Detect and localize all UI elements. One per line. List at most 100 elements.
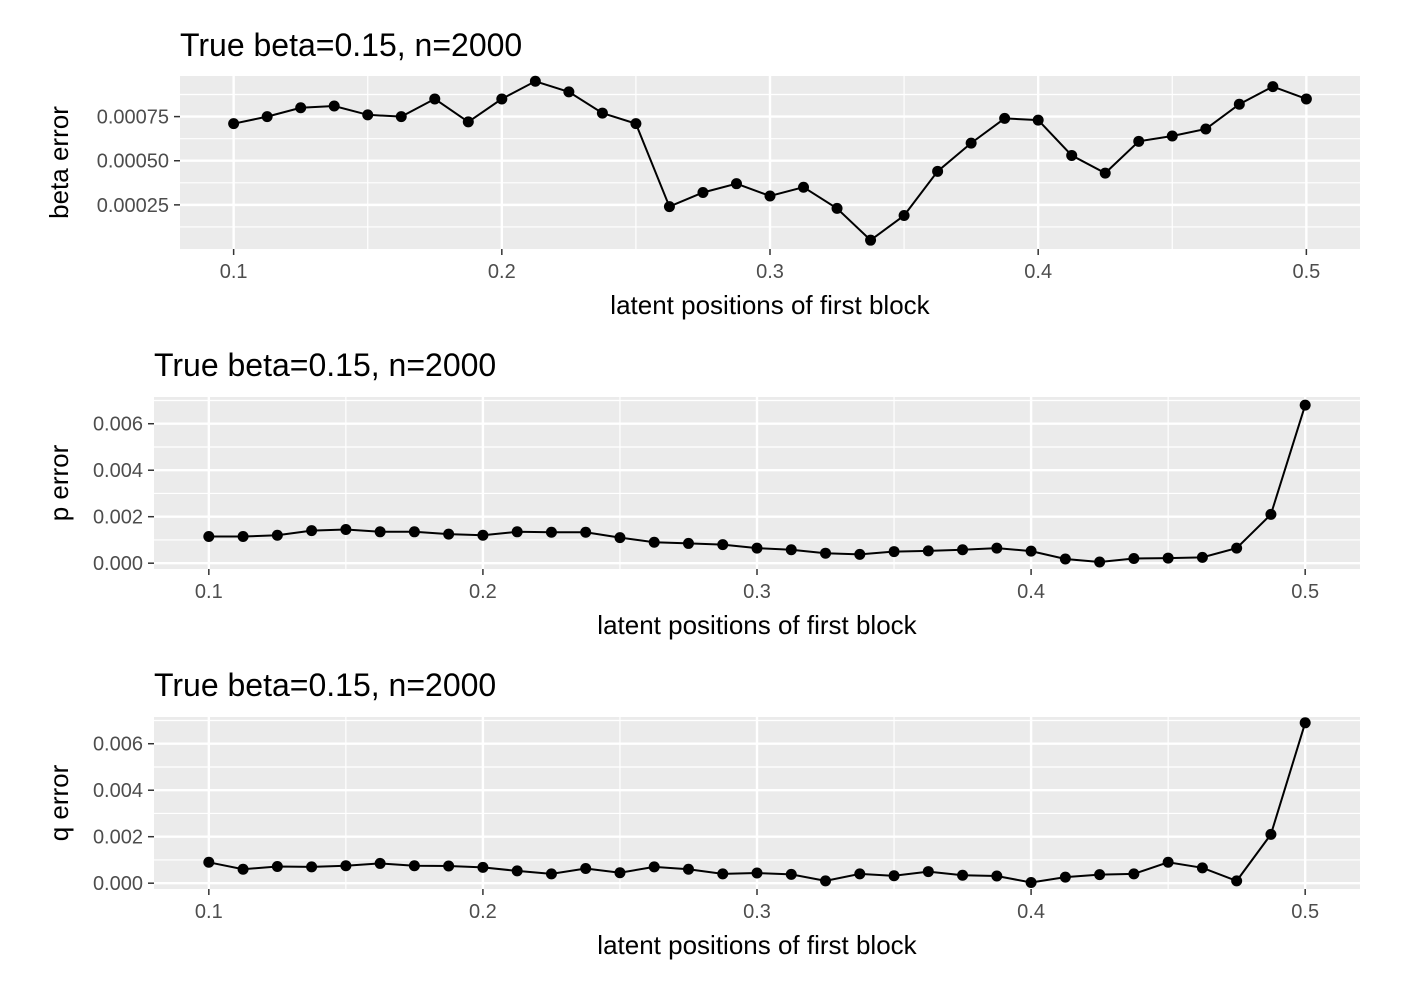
- data-point: [1025, 545, 1037, 557]
- data-point: [730, 178, 742, 190]
- data-point: [429, 93, 441, 105]
- x-tick-label: 0.1: [195, 581, 223, 603]
- data-point: [831, 202, 843, 214]
- data-point: [697, 187, 709, 199]
- data-point: [477, 861, 489, 873]
- chart-panel-2: 0.1 0.2 0.3 0.4 0.5 0.000 0.002 0.004 0.006 True …: [44, 347, 1360, 640]
- y-tick-label: 0.00050: [97, 151, 169, 173]
- data-point: [408, 860, 420, 872]
- data-point: [1300, 93, 1312, 105]
- data-point: [340, 860, 352, 872]
- data-point: [1099, 167, 1111, 179]
- data-point: [362, 109, 374, 121]
- data-point: [1265, 828, 1277, 840]
- data-point: [228, 118, 240, 130]
- data-point: [785, 544, 797, 556]
- y-tick-label: 0.000: [93, 873, 143, 895]
- y-tick-label: 0.006: [93, 414, 143, 436]
- y-tick-label: 0.002: [93, 827, 143, 849]
- data-point: [203, 530, 215, 542]
- data-point: [854, 548, 866, 560]
- x-axis-title: latent positions of first block: [597, 930, 917, 960]
- data-point: [965, 137, 977, 149]
- data-point: [545, 526, 557, 538]
- data-point: [1196, 862, 1208, 874]
- data-point: [999, 112, 1011, 124]
- y-tick-label: 0.000: [93, 553, 143, 575]
- data-point: [1032, 114, 1044, 126]
- data-point: [1267, 81, 1279, 93]
- data-point: [203, 856, 215, 868]
- data-point: [1166, 130, 1178, 142]
- y-tick-label: 0.00025: [97, 195, 169, 217]
- data-point: [545, 868, 557, 880]
- x-tick-label: 0.5: [1291, 901, 1319, 923]
- x-tick-label: 0.4: [1017, 581, 1045, 603]
- data-point: [1162, 552, 1174, 564]
- x-tick-label: 0.3: [743, 581, 771, 603]
- x-tick-label: 0.3: [756, 261, 784, 283]
- data-point: [261, 111, 273, 123]
- data-point: [295, 102, 307, 114]
- data-point: [443, 528, 455, 540]
- chart-title: True beta=0.15, n=2000: [154, 347, 496, 383]
- data-point: [271, 529, 283, 541]
- data-point: [614, 867, 626, 879]
- y-tick-label: 0.006: [93, 734, 143, 756]
- y-axis-title: p error: [44, 444, 74, 521]
- chart-panel-3: 0.1 0.2 0.3 0.4 0.5 0.000 0.002 0.004 0.006 True …: [44, 667, 1360, 960]
- chart-panel-1: 0.1 0.2 0.3 0.4 0.5 0.00025 0.00050 0.00075 True…: [44, 27, 1360, 320]
- data-point: [1128, 553, 1140, 565]
- data-point: [1162, 856, 1174, 868]
- data-point: [922, 545, 934, 557]
- data-point: [888, 546, 900, 558]
- x-tick-label: 0.2: [469, 901, 497, 923]
- data-point: [648, 861, 660, 873]
- data-point: [663, 201, 675, 213]
- data-point: [1196, 551, 1208, 563]
- data-point: [798, 181, 810, 193]
- data-point: [596, 107, 608, 119]
- data-point: [1025, 876, 1037, 888]
- data-point: [957, 544, 969, 556]
- data-point: [1094, 556, 1106, 568]
- data-point: [340, 523, 352, 535]
- data-point: [991, 870, 1003, 882]
- data-point: [511, 526, 523, 538]
- x-axis-title: latent positions of first block: [610, 290, 930, 320]
- data-point: [271, 860, 283, 872]
- data-point: [751, 542, 763, 554]
- data-point: [1299, 399, 1311, 411]
- data-point: [1231, 542, 1243, 554]
- chart-title: True beta=0.15, n=2000: [154, 667, 496, 703]
- data-point: [991, 542, 1003, 554]
- data-point: [648, 536, 660, 548]
- x-tick-label: 0.1: [195, 901, 223, 923]
- data-point: [630, 118, 642, 130]
- data-point: [1231, 875, 1243, 887]
- data-point: [932, 165, 944, 177]
- data-point: [1133, 135, 1145, 147]
- data-point: [751, 867, 763, 879]
- data-point: [580, 526, 592, 538]
- data-point: [462, 116, 474, 128]
- data-point: [496, 93, 508, 105]
- data-point: [785, 868, 797, 880]
- data-point: [1299, 717, 1311, 729]
- data-point: [682, 537, 694, 549]
- data-point: [1094, 869, 1106, 881]
- y-tick-label: 0.00075: [97, 107, 169, 129]
- data-point: [443, 860, 455, 872]
- data-point: [306, 861, 318, 873]
- x-tick-label: 0.3: [743, 901, 771, 923]
- data-point: [306, 525, 318, 537]
- data-point: [1059, 871, 1071, 883]
- data-point: [1233, 98, 1245, 110]
- data-point: [764, 190, 776, 202]
- x-tick-label: 0.1: [220, 261, 248, 283]
- data-point: [682, 863, 694, 875]
- y-axis-title: q error: [44, 764, 74, 841]
- data-point: [820, 875, 832, 887]
- data-point: [717, 868, 729, 880]
- data-point: [717, 539, 729, 551]
